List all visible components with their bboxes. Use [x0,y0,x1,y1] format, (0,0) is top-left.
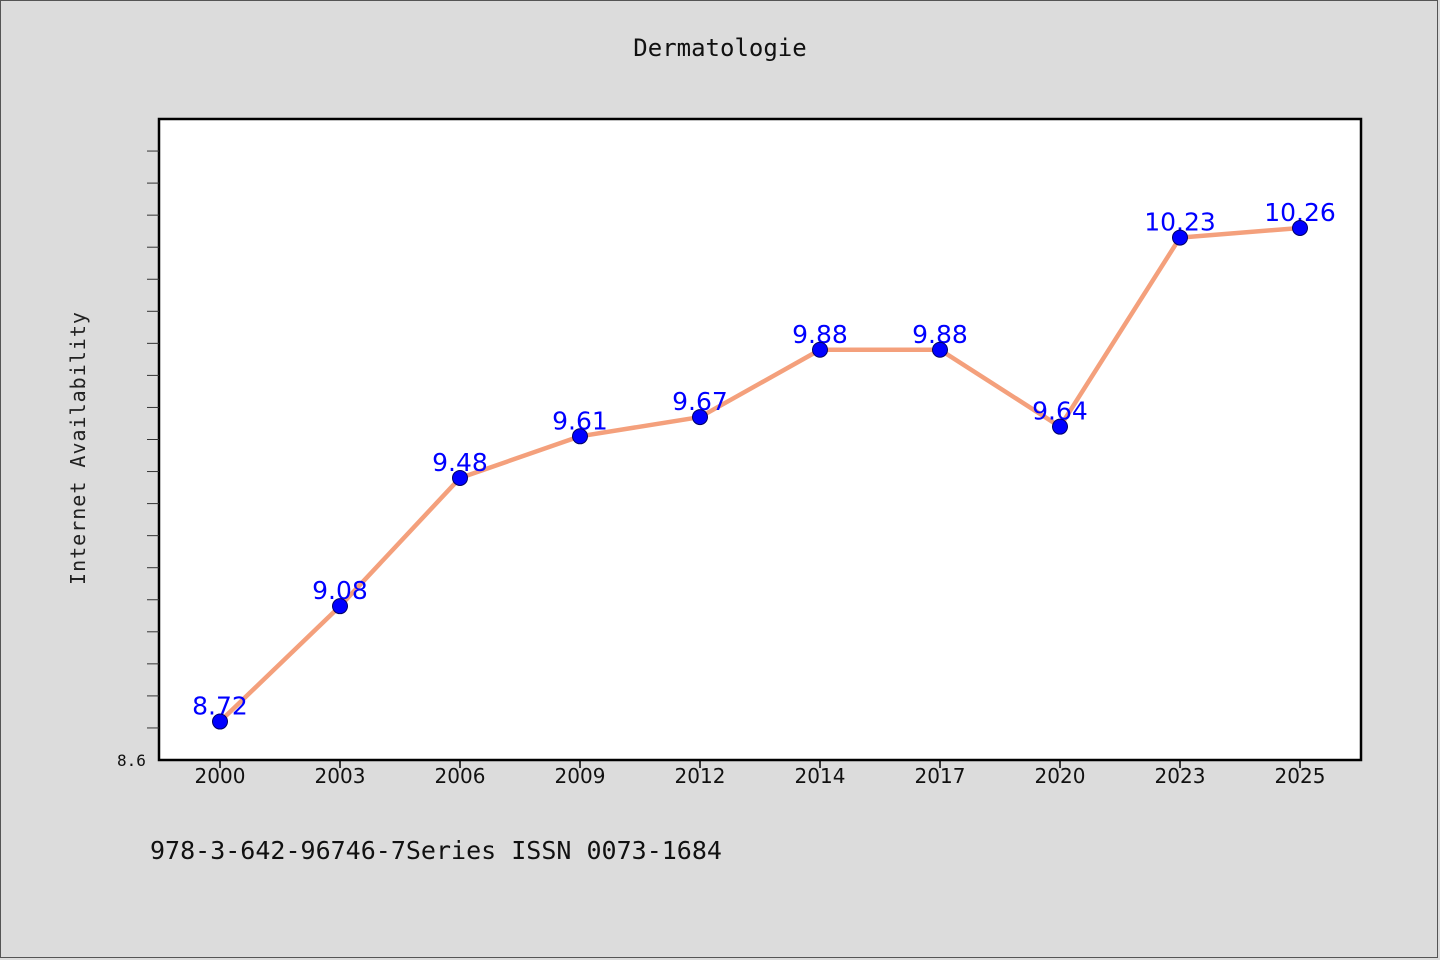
footer-text: 978-3-642-96746-7Series ISSN 0073-1684 [150,836,722,865]
data-point [1292,219,1308,236]
x-tick-label: 2014 [795,764,846,788]
x-tick-label: 2003 [315,764,366,788]
y-tick-label: 8.6 [117,751,146,770]
x-tick-label: 2023 [1155,764,1206,788]
chart-title: Dermatologie [633,34,807,62]
data-point [332,598,348,615]
x-tick-label: 2000 [195,764,246,788]
data-point [452,469,468,486]
data-point [812,341,828,358]
x-tick-label: 2017 [915,764,966,788]
data-point [932,341,948,358]
series-line [218,225,1301,724]
data-point [692,409,708,426]
x-tick-label: 2009 [555,764,606,788]
y-minor-ticks: 8.6 [117,150,159,770]
data-point [572,428,588,445]
data-point [1052,418,1068,435]
data-point [1172,229,1188,246]
x-tick-label: 2020 [1035,764,1086,788]
plot-area [157,117,1363,762]
data-point [212,713,228,730]
x-tick-label: 2006 [435,764,486,788]
x-tick-label: 2025 [1275,764,1326,788]
x-ticks: 2000 2003 2006 2009 2012 2014 2017 2020 2023 2025 [195,760,1326,788]
x-tick-label: 2012 [675,764,726,788]
